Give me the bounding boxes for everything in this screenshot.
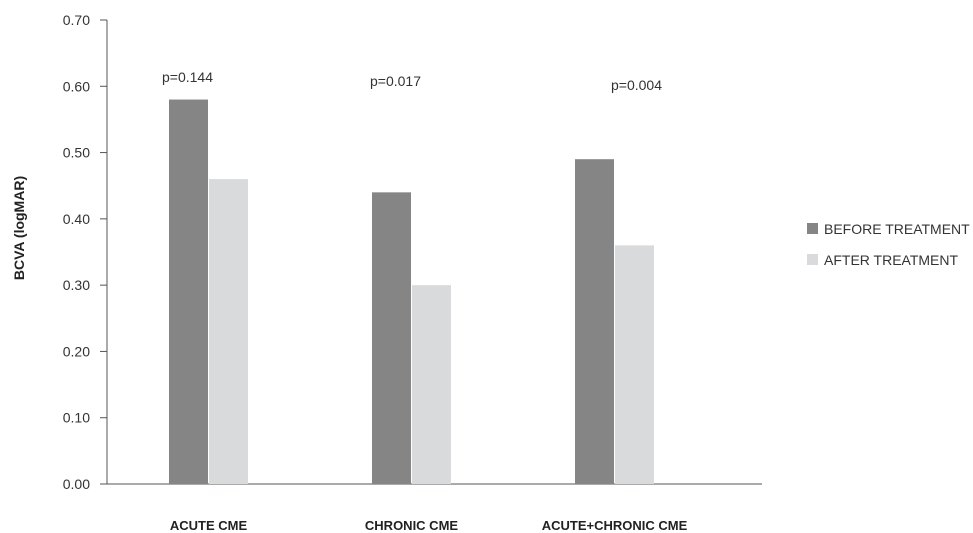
y-axis-label: BCVA (logMAR) bbox=[11, 176, 27, 280]
bar-after-3 bbox=[615, 245, 654, 484]
category-labels: ACUTE CME CHRONIC CME ACUTE+CHRONIC CME bbox=[170, 518, 688, 533]
legend: BEFORE TREATMENT AFTER TREATMENT bbox=[807, 221, 970, 268]
bar-after-1 bbox=[209, 179, 248, 485]
bar-after-2 bbox=[412, 285, 451, 484]
bar-before-1 bbox=[169, 99, 208, 485]
legend-label: AFTER TREATMENT bbox=[824, 252, 958, 268]
bars bbox=[169, 99, 654, 485]
y-tick-label: 0.50 bbox=[63, 145, 90, 161]
legend-swatch bbox=[807, 254, 818, 265]
y-tick-label: 0.40 bbox=[63, 211, 90, 227]
y-tick-label: 0.20 bbox=[63, 343, 90, 359]
category-label: ACUTE+CHRONIC CME bbox=[542, 518, 688, 533]
category-label: ACUTE CME bbox=[170, 518, 248, 533]
annotations: p=0.144 p=0.017 p=0.004 bbox=[162, 69, 662, 93]
y-tick-label: 0.30 bbox=[63, 277, 90, 293]
bar-before-2 bbox=[372, 192, 411, 485]
y-tick-label: 0.10 bbox=[63, 410, 90, 426]
y-tick-label: 0.60 bbox=[63, 78, 90, 94]
legend-label: BEFORE TREATMENT bbox=[824, 221, 970, 237]
legend-swatch bbox=[807, 223, 818, 234]
y-tick-label: 0.00 bbox=[63, 476, 90, 492]
category-label: CHRONIC CME bbox=[365, 518, 458, 533]
p-value-annotation: p=0.144 bbox=[162, 69, 213, 85]
p-value-annotation: p=0.017 bbox=[370, 73, 421, 89]
y-tick-label: 0.70 bbox=[63, 12, 90, 28]
p-value-annotation: p=0.004 bbox=[611, 77, 662, 93]
bar-before-3 bbox=[575, 159, 614, 484]
y-ticks: 0.00 0.10 0.20 0.30 0.40 0.50 0.60 0.70 bbox=[63, 12, 107, 492]
